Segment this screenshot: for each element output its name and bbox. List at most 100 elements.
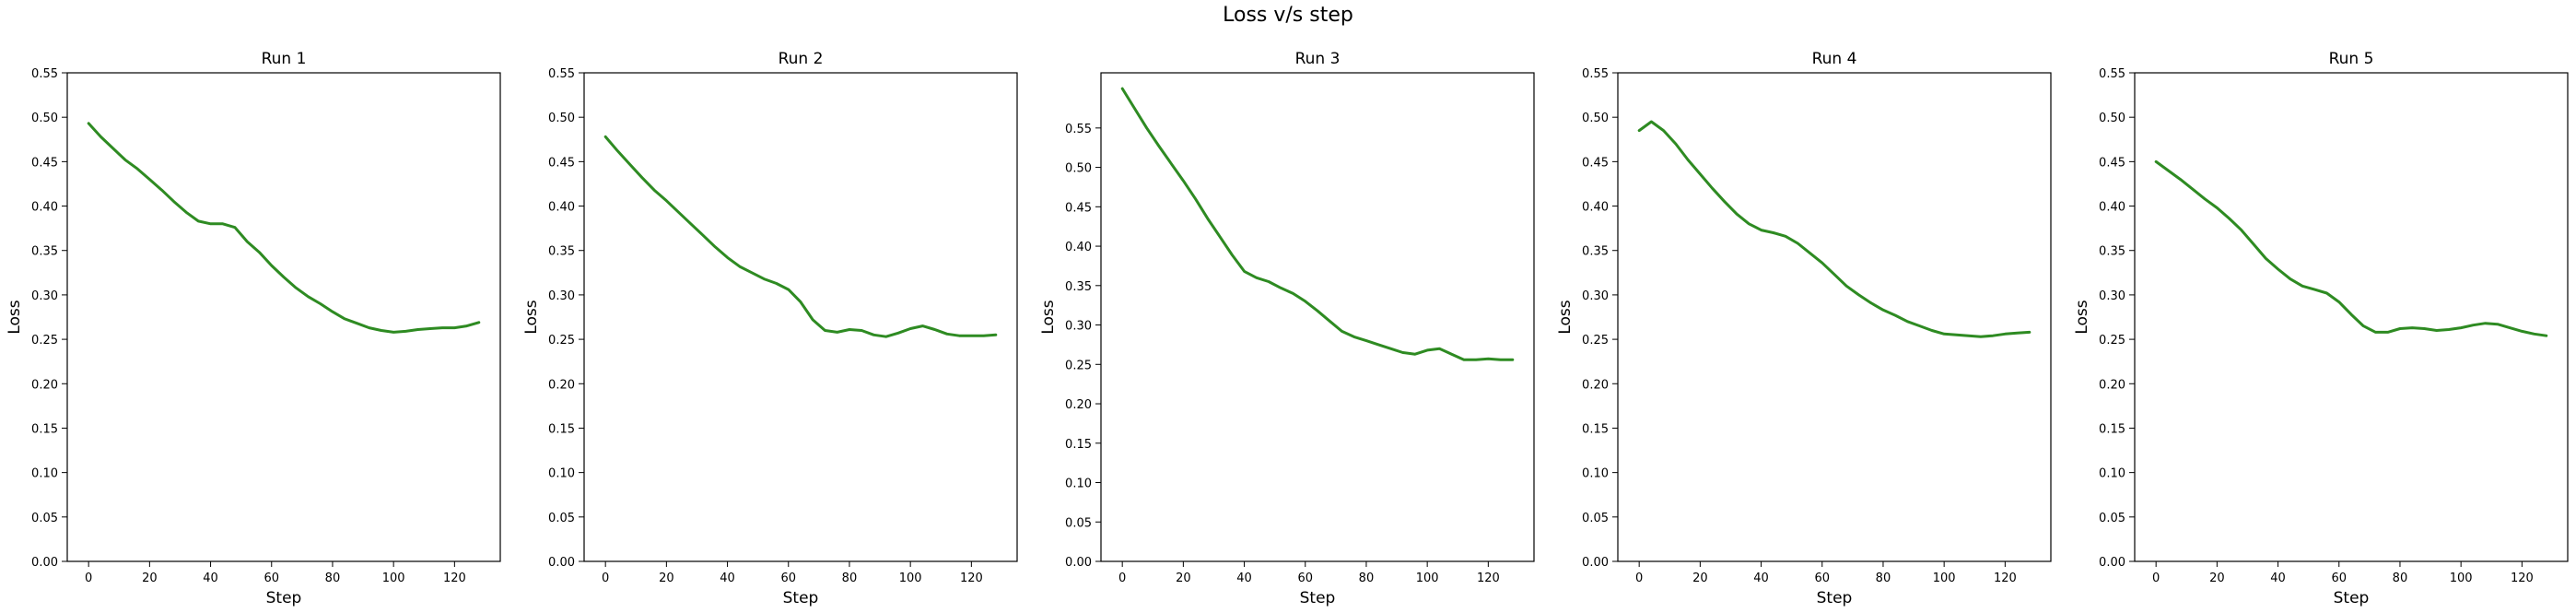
y-tick-label: 0.20 (1065, 398, 1092, 412)
y-tick-label: 0.15 (2099, 422, 2125, 436)
x-tick-label: 80 (842, 572, 858, 585)
y-tick-label: 0.45 (1065, 201, 1092, 215)
subplot-title: Run 4 (1812, 50, 1857, 68)
x-axis-label: Step (1817, 589, 1853, 607)
y-tick-label: 0.20 (548, 378, 575, 392)
x-axis-label: Step (1300, 589, 1336, 607)
axes-frame (583, 72, 1018, 562)
x-tick-label: 0 (1118, 572, 1126, 585)
loss-line (2154, 159, 2548, 337)
axes-frame (2134, 72, 2569, 562)
x-tick-label: 60 (2331, 572, 2347, 585)
y-tick-label: 0.00 (31, 556, 58, 570)
subplot-title: Run 2 (779, 50, 824, 68)
y-tick-label: 0.20 (2099, 378, 2125, 392)
x-tick-label: 120 (960, 572, 983, 585)
loss-line (1637, 120, 2032, 338)
x-tick-label: 100 (899, 572, 922, 585)
y-tick-label: 0.45 (31, 156, 58, 170)
loss-line (87, 122, 481, 334)
loss-line (1120, 87, 1515, 361)
y-tick-label: 0.55 (31, 67, 58, 81)
y-tick-label: 0.35 (1582, 245, 1609, 259)
y-tick-label: 0.10 (1582, 467, 1609, 481)
y-tick-label: 0.55 (548, 67, 575, 81)
subplot-run-3: Run 3 0 20 40 60 80 100 120 0.00 0.05 0.10 0.15 0.20… (1039, 50, 1535, 607)
x-tick-label: 0 (2152, 572, 2160, 585)
x-tick-label: 40 (720, 572, 735, 585)
subplot-run-1: Run 1 0 20 40 60 80 100 120 0.00 0.05 0.10 0.15 0.20… (6, 50, 501, 607)
x-axis-label: Step (2334, 589, 2370, 607)
y-tick-label: 0.05 (31, 512, 58, 525)
x-tick-label: 0 (602, 572, 609, 585)
y-tick-label: 0.15 (31, 422, 58, 436)
x-tick-label: 20 (2209, 572, 2225, 585)
x-tick-label: 120 (443, 572, 466, 585)
x-tick-label: 40 (203, 572, 218, 585)
x-axis-label: Step (783, 589, 819, 607)
x-tick-label: 20 (659, 572, 674, 585)
y-tick-label: 0.25 (548, 334, 575, 348)
y-tick-label: 0.55 (2099, 67, 2125, 81)
y-tick-label: 0.00 (2099, 556, 2125, 570)
y-tick-label: 0.35 (2099, 245, 2125, 259)
y-tick-label: 0.20 (1582, 378, 1609, 392)
x-tick-label: 60 (1814, 572, 1830, 585)
x-tick-label: 80 (1359, 572, 1375, 585)
y-tick-label: 0.15 (548, 422, 575, 436)
subplot-title: Run 5 (2329, 50, 2374, 68)
y-tick-label: 0.00 (1582, 556, 1609, 570)
y-tick-label: 0.50 (1065, 162, 1092, 176)
x-tick-label: 80 (1876, 572, 1891, 585)
x-tick-label: 60 (263, 572, 279, 585)
y-tick-label: 0.25 (31, 334, 58, 348)
subplot-run-5: Run 5 0 20 40 60 80 100 120 0.00 0.05 0.10 0.15 0.20… (2073, 50, 2569, 607)
y-tick-label: 0.50 (2099, 112, 2125, 125)
y-tick-label: 0.40 (1065, 241, 1092, 254)
y-tick-label: 0.45 (2099, 156, 2125, 170)
x-axis-label: Step (266, 589, 302, 607)
y-tick-label: 0.10 (1065, 477, 1092, 491)
x-tick-label: 120 (1994, 572, 2017, 585)
subplot-run-4: Run 4 0 20 40 60 80 100 120 0.00 0.05 0.10 0.15 0.20… (1556, 50, 2052, 607)
axes-frame (1617, 72, 2052, 562)
y-tick-label: 0.05 (2099, 512, 2125, 525)
y-tick-label: 0.40 (31, 201, 58, 215)
y-tick-label: 0.15 (1065, 438, 1092, 452)
x-tick-label: 40 (1753, 572, 1769, 585)
y-tick-label: 0.55 (1065, 123, 1092, 136)
y-axis-label: Loss (1039, 300, 1058, 334)
y-tick-label: 0.05 (548, 512, 575, 525)
y-tick-label: 0.25 (1065, 359, 1092, 372)
axes-frame (1100, 72, 1535, 562)
y-tick-label: 0.45 (548, 156, 575, 170)
y-tick-label: 0.10 (31, 467, 58, 481)
y-tick-label: 0.35 (548, 245, 575, 259)
x-tick-label: 100 (1416, 572, 1439, 585)
y-tick-label: 0.55 (1582, 67, 1609, 81)
x-tick-label: 0 (85, 572, 92, 585)
subplot-run-2: Run 2 0 20 40 60 80 100 120 0.00 0.05 0.10 0.15 0.20… (522, 50, 1018, 607)
loss-line (603, 135, 998, 338)
x-tick-label: 60 (1297, 572, 1313, 585)
x-tick-label: 40 (2270, 572, 2286, 585)
y-tick-label: 0.40 (548, 201, 575, 215)
x-tick-label: 100 (382, 572, 405, 585)
x-tick-label: 120 (2511, 572, 2534, 585)
x-tick-label: 0 (1635, 572, 1643, 585)
y-tick-label: 0.40 (1582, 201, 1609, 215)
y-tick-label: 0.30 (1065, 320, 1092, 334)
y-tick-label: 0.35 (1065, 280, 1092, 294)
y-tick-label: 0.40 (2099, 201, 2125, 215)
x-tick-label: 100 (2450, 572, 2473, 585)
y-tick-label: 0.20 (31, 378, 58, 392)
y-tick-label: 0.10 (548, 467, 575, 481)
y-tick-label: 0.25 (1582, 334, 1609, 348)
y-tick-label: 0.30 (1582, 289, 1609, 303)
y-axis-label: Loss (1556, 300, 1575, 334)
y-tick-label: 0.15 (1582, 422, 1609, 436)
subplot-title: Run 1 (262, 50, 307, 68)
y-tick-label: 0.50 (31, 112, 58, 125)
y-tick-label: 0.05 (1065, 516, 1092, 530)
